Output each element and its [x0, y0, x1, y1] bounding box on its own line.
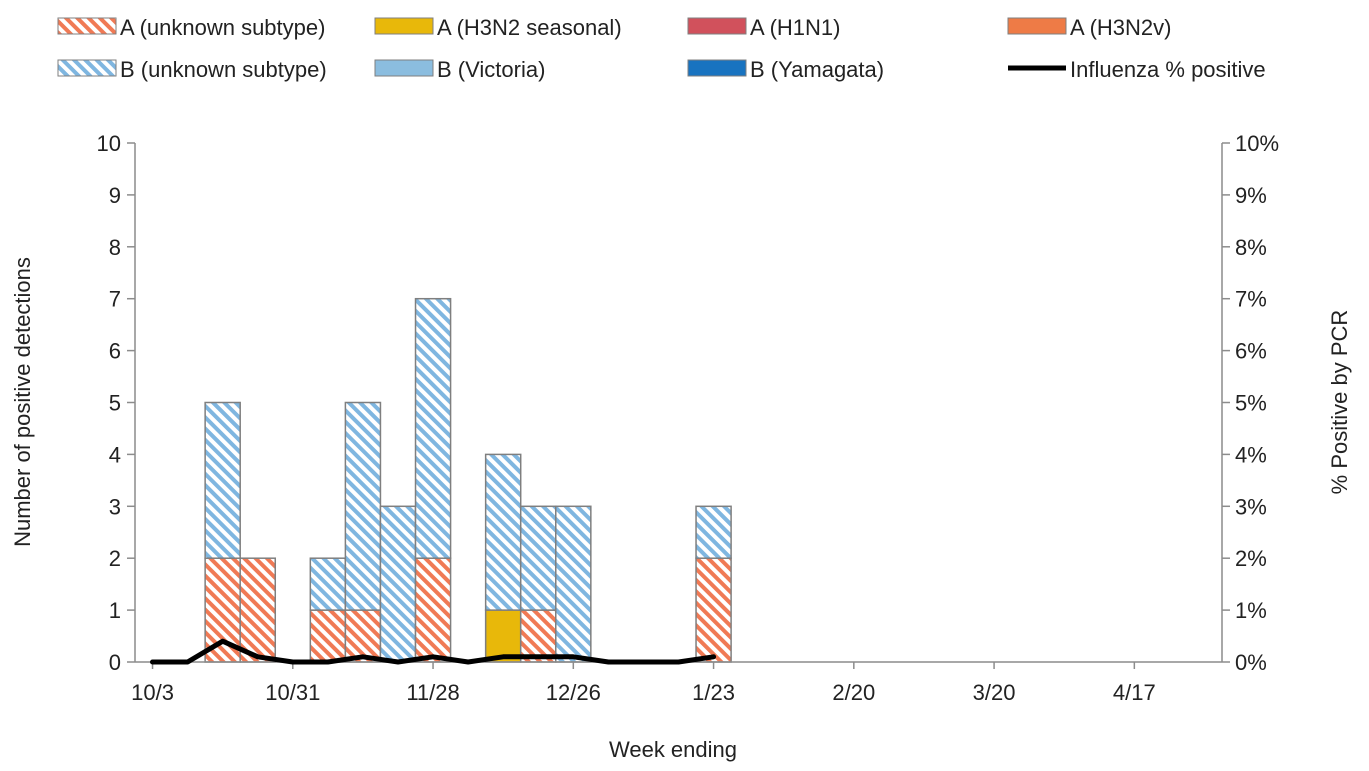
bar-a-unknown-subtype — [239, 557, 277, 663]
y2-tick-label: 8% — [1235, 235, 1267, 260]
y2-tick-label: 10% — [1235, 131, 1279, 156]
y-tick-label: 10 — [97, 131, 121, 156]
x-tick-label: 1/23 — [692, 680, 735, 705]
legend-swatch-b-yamagata — [687, 59, 747, 77]
x-tick-label: 2/20 — [832, 680, 875, 705]
legend-label: B (unknown subtype) — [120, 57, 327, 82]
legend-label: A (H1N1) — [750, 15, 840, 40]
bar-a-h3n2-seasonal — [484, 609, 522, 663]
y-tick-label: 2 — [109, 546, 121, 571]
y-tick-label: 8 — [109, 235, 121, 260]
bar-b-unknown-subtype — [204, 401, 241, 559]
line-influenza-positive — [150, 638, 717, 665]
y2-tick-label: 4% — [1235, 442, 1267, 467]
y2-axis-title: % Positive by PCR — [1327, 310, 1352, 495]
legend-swatch-b-unknown-subtype — [57, 59, 117, 77]
legend-swatch-a-h1n1 — [687, 17, 747, 35]
y-tick-label: 9 — [109, 183, 121, 208]
y-tick-label: 1 — [109, 598, 121, 623]
bar-a-unknown-subtype — [519, 609, 557, 663]
x-tick-label: 10/31 — [265, 680, 320, 705]
legend-label: A (H3N2v) — [1070, 15, 1171, 40]
x-tick-label: 4/17 — [1113, 680, 1156, 705]
bar-b-unknown-subtype — [309, 557, 347, 611]
y-tick-label: 6 — [109, 339, 121, 364]
legend-label: A (H3N2 seasonal) — [437, 15, 622, 40]
bar-b-unknown-subtype — [344, 401, 382, 611]
x-tick-label: 10/3 — [131, 680, 174, 705]
y-tick-label: 0 — [109, 650, 121, 675]
y2-tick-label: 6% — [1235, 339, 1267, 364]
bar-b-unknown-subtype — [484, 453, 522, 611]
line-group — [150, 638, 717, 665]
y2-tick-label: 3% — [1235, 494, 1267, 519]
y2-tick-label: 0% — [1235, 650, 1267, 675]
y2-tick-label: 1% — [1235, 598, 1267, 623]
y-tick-label: 5 — [109, 391, 121, 416]
bar-b-unknown-subtype — [379, 505, 417, 663]
bar-b-unknown-subtype — [695, 505, 732, 559]
y-tick-label: 3 — [109, 494, 121, 519]
legend-swatch-a-h3n2-seasonal — [374, 17, 434, 35]
x-axis-title: Week ending — [609, 737, 737, 762]
legend-label: B (Victoria) — [437, 57, 545, 82]
legend-swatch-b-victoria — [374, 59, 434, 77]
x-tick-label: 12/26 — [546, 680, 601, 705]
bar-a-unknown-subtype — [344, 609, 382, 663]
y2-tick-label: 7% — [1235, 287, 1267, 312]
bar-a-unknown-subtype — [695, 557, 732, 663]
x-tick-label: 3/20 — [973, 680, 1016, 705]
bar-a-unknown-subtype — [309, 609, 347, 663]
bar-b-unknown-subtype — [555, 505, 592, 663]
y2-tick-label: 5% — [1235, 391, 1267, 416]
bar-a-unknown-subtype — [414, 557, 452, 663]
y2-tick-label: 9% — [1235, 183, 1267, 208]
y2-tick-label: 2% — [1235, 546, 1267, 571]
y-tick-label: 7 — [109, 287, 121, 312]
y-axis-title: Number of positive detections — [10, 257, 35, 547]
bar-b-unknown-subtype — [414, 297, 452, 559]
legend-label: B (Yamagata) — [750, 57, 884, 82]
y-tick-label: 4 — [109, 442, 121, 467]
legend-swatch-a-unknown-subtype — [57, 17, 117, 35]
bars-group — [204, 297, 732, 663]
bar-b-unknown-subtype — [519, 505, 557, 611]
legend-label: Influenza % positive — [1070, 57, 1266, 82]
legend: A (unknown subtype) A (H3N2 seasonal) A (H… — [57, 15, 1266, 82]
x-tick-label: 11/28 — [406, 680, 459, 705]
legend-label: A (unknown subtype) — [120, 15, 325, 40]
legend-swatch-a-h3n2v — [1007, 17, 1067, 35]
